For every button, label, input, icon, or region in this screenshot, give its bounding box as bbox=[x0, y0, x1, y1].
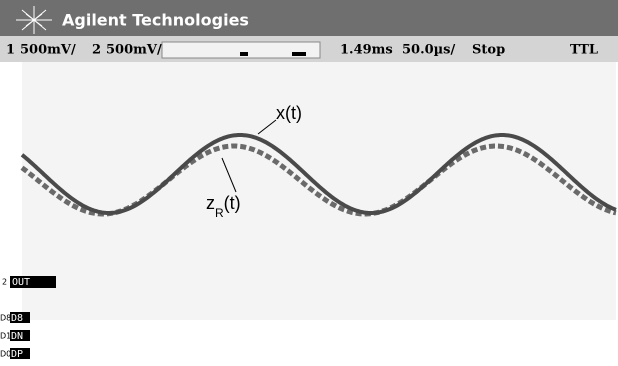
memory-window bbox=[292, 52, 306, 56]
ch2-marker: 2 bbox=[2, 278, 7, 287]
d8-prefix: D8 bbox=[0, 314, 11, 323]
z-base: z bbox=[206, 193, 215, 213]
memory-window bbox=[240, 52, 248, 56]
ch2-label: 2 bbox=[92, 43, 101, 58]
run-state: Stop bbox=[472, 43, 505, 58]
dp-prefix: D0 bbox=[0, 350, 11, 359]
ch2-scale: 500mV/ bbox=[106, 43, 162, 58]
dp-label: DP bbox=[11, 349, 23, 360]
z-tail: (t) bbox=[224, 193, 241, 213]
out-label: OUT bbox=[12, 277, 30, 288]
dn-prefix: D1 bbox=[0, 332, 11, 341]
dn-label: DN bbox=[11, 331, 23, 342]
title: Agilent Technologies bbox=[62, 11, 249, 30]
trigger-level: TTL bbox=[570, 43, 598, 58]
oscilloscope-screen: Agilent Technologies 1 500mV/ 2 500mV/ 1… bbox=[0, 0, 618, 366]
z-sub: R bbox=[215, 206, 224, 220]
delay: 1.49ms bbox=[340, 43, 393, 58]
ch1-label: 1 bbox=[6, 43, 15, 58]
graticule bbox=[22, 62, 616, 320]
d8-label: D8 bbox=[11, 313, 23, 324]
ch1-scale: 500mV/ bbox=[20, 43, 76, 58]
timebase: 50.0µs/ bbox=[402, 43, 455, 58]
x-annotation: x(t) bbox=[276, 103, 302, 123]
